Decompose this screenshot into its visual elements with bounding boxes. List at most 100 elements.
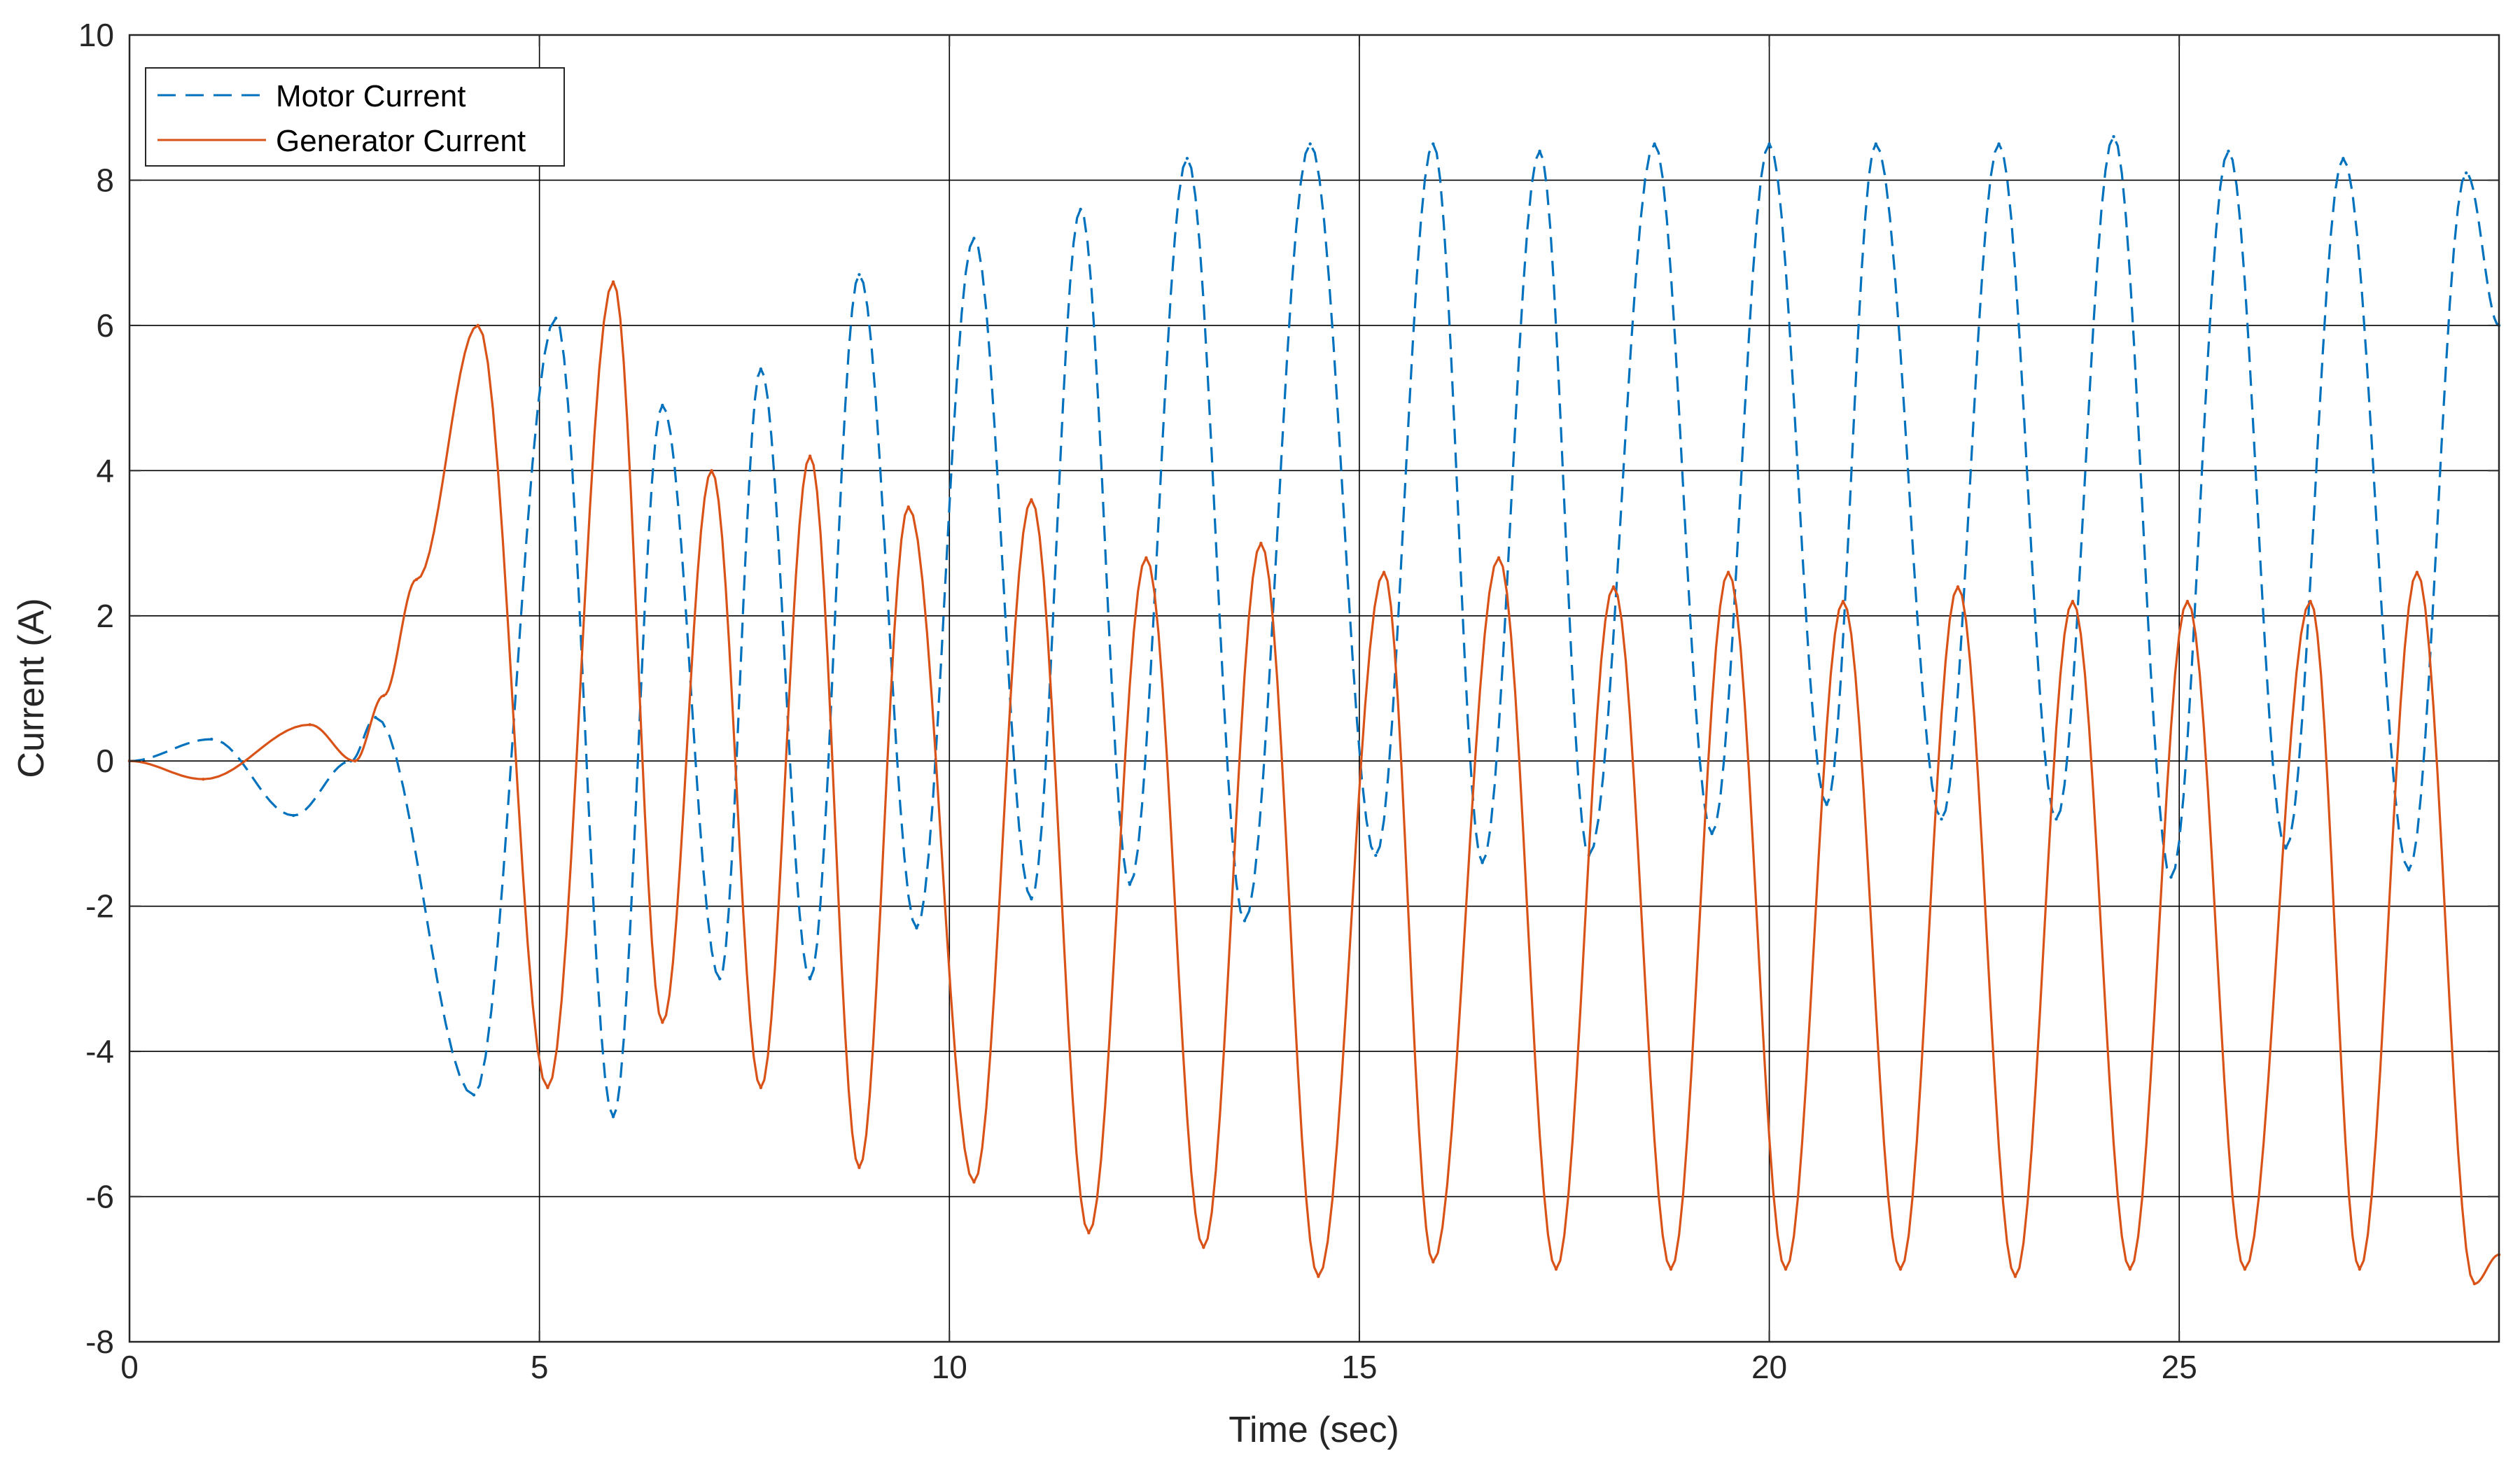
series-point-motor-current [1079,207,1082,211]
series-point-generator-current [710,469,713,472]
series-point-motor-current [2284,846,2288,850]
y-tick-label: -6 [85,1179,114,1215]
series-point-generator-current [1202,1245,1205,1249]
series-point-generator-current [2472,1282,2477,1286]
series-point-motor-current [915,926,918,930]
series-point-generator-current [1317,1275,1320,1278]
series-point-motor-current [808,977,812,981]
series-point-generator-current [661,1021,664,1024]
series-point-generator-current [1611,585,1616,589]
series-point-generator-current [2358,1268,2362,1271]
series-point-motor-current [1308,142,1312,146]
series-point-motor-current [611,1115,615,1119]
series-point-generator-current [1669,1268,1673,1271]
series-point-motor-current [2342,157,2345,160]
series-point-generator-current [2185,599,2190,603]
series-point-motor-current [554,316,558,320]
series-point-generator-current [1841,599,1845,603]
series-point-motor-current [2054,818,2058,821]
series-point-generator-current [382,694,386,698]
legend-label-generator-current: Generator Current [276,124,526,158]
series-point-generator-current [858,1165,861,1170]
series-point-generator-current [353,759,357,763]
y-tick-label: 8 [96,162,114,198]
series-point-generator-current [1382,570,1386,574]
legend: Motor Current Generator Current [145,67,565,167]
series-point-generator-current [2309,599,2312,603]
series-point-motor-current [759,367,763,371]
y-tick-label: 10 [78,17,114,53]
series-point-generator-current [1784,1268,1788,1271]
series-point-motor-current [1128,883,1132,886]
series-point-generator-current [1259,541,1263,545]
series-point-generator-current [1497,556,1501,559]
series-group [127,135,2501,1286]
y-tick-label: -2 [85,888,114,925]
series-point-motor-current [472,1093,476,1097]
series-point-motor-current [1997,142,2001,146]
series-point-generator-current [2415,570,2419,574]
y-tick-label: 4 [96,452,114,489]
series-point-motor-current [1653,142,1656,146]
series-point-motor-current [858,273,861,276]
y-tick-label: -8 [85,1324,114,1360]
series-point-generator-current [2243,1268,2247,1271]
plot-frame [128,34,2500,1343]
series-point-generator-current [2013,1275,2017,1278]
series-point-generator-current [1144,556,1148,559]
series-point-motor-current [2169,875,2173,879]
series-point-motor-current [972,237,976,240]
x-tick-label: 25 [2162,1349,2197,1385]
y-tick-label: 2 [96,598,114,634]
series-point-generator-current [2071,599,2075,603]
series-point-generator-current [759,1086,763,1090]
series-point-generator-current [1087,1231,1091,1235]
series-point-generator-current [476,323,479,328]
x-tick-label: 15 [1341,1349,1377,1385]
series-point-generator-current [546,1086,550,1090]
series-point-motor-current [1710,832,1714,836]
y-tick-label: -4 [85,1033,114,1070]
x-tick-label: 5 [531,1349,549,1385]
x-tick-label: 0 [120,1349,139,1385]
series-point-motor-current [1374,853,1378,857]
series-point-motor-current [718,977,722,981]
series-point-motor-current [1242,919,1247,923]
series-point-generator-current [1956,585,1960,589]
series-point-motor-current [1185,157,1189,160]
series-point-generator-current [808,454,812,458]
legend-box [145,67,565,167]
series-point-generator-current [202,777,205,781]
series-point-motor-current [2464,171,2468,175]
series-point-motor-current [1874,142,1878,146]
series-point-motor-current [2227,149,2230,153]
series-point-motor-current [1480,861,1484,864]
y-axis-label: Current (A) [11,598,52,778]
series-point-generator-current [1030,498,1033,502]
series-point-motor-current [1538,149,1541,153]
series-point-generator-current [906,505,910,509]
series-point-generator-current [308,723,312,727]
series-point-motor-current [1768,142,1771,146]
series-point-generator-current [1726,570,1730,574]
series-point-motor-current [292,813,295,818]
series-point-generator-current [1554,1268,1558,1271]
plot-area [130,35,2499,1342]
series-point-motor-current [209,737,214,741]
x-tick-label: 20 [1751,1349,1787,1385]
x-tick-label: 10 [932,1349,967,1385]
series-point-generator-current [972,1180,976,1184]
series-point-motor-current [2407,868,2411,872]
y-tick-label: 6 [96,307,114,344]
series-point-generator-current [1898,1268,1903,1271]
tick-labels: -8 -6 -4 -2 0 2 4 6 8 10 0 5 10 15 20 25 [78,17,2499,1385]
series-point-motor-current [1432,142,1435,146]
series-point-motor-current [2112,135,2115,139]
series-point-generator-current [2128,1268,2132,1271]
series-point-motor-current [1825,803,1828,806]
series-point-motor-current [1940,818,1943,821]
series-point-motor-current [1030,897,1033,901]
series-point-generator-current [414,577,419,582]
series-point-generator-current [611,280,615,283]
